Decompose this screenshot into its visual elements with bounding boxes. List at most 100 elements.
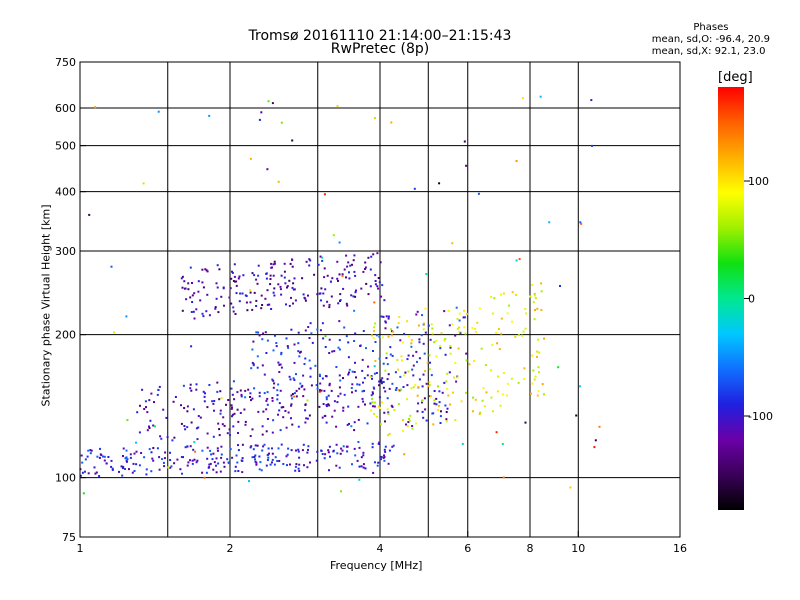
echo-point: [180, 277, 183, 280]
echo-point: [348, 271, 350, 274]
echo-point: [361, 397, 364, 400]
echo-point: [258, 468, 261, 471]
echo-point: [378, 335, 381, 338]
echo-point: [280, 366, 283, 369]
phase-stats: Phases mean, sd,O: -96.4, 20.9 mean, sd,…: [652, 22, 770, 58]
echo-point: [297, 425, 300, 428]
echo-point: [126, 458, 129, 461]
echo-point: [402, 429, 404, 432]
echo-point: [397, 322, 400, 325]
echo-point: [361, 358, 364, 361]
echo-point: [257, 410, 260, 413]
echo-point: [212, 435, 215, 438]
echo-point: [316, 293, 319, 296]
echo-point: [540, 290, 543, 293]
echo-point: [301, 449, 304, 452]
echo-point: [511, 291, 514, 294]
echo-point: [476, 321, 479, 324]
echo-point: [524, 307, 527, 310]
echo-point: [341, 449, 344, 452]
echo-point: [342, 445, 345, 448]
echo-point: [386, 408, 389, 411]
echo-point: [383, 456, 386, 458]
echo-point: [277, 447, 280, 450]
echo-point: [362, 451, 365, 454]
echo-point: [380, 379, 383, 382]
echo-point: [340, 447, 343, 450]
echo-point: [132, 462, 135, 465]
echo-point: [338, 241, 341, 244]
echo-point: [283, 262, 286, 265]
echo-point: [380, 380, 383, 383]
echo-point: [129, 456, 132, 459]
echo-point: [170, 465, 173, 468]
echo-point: [472, 410, 474, 413]
echo-point: [351, 383, 354, 386]
echo-point: [413, 187, 416, 190]
echo-point: [84, 458, 87, 461]
echo-point: [459, 331, 462, 334]
echo-point: [360, 287, 363, 290]
y-tick-label: 750: [55, 56, 76, 69]
echo-point: [269, 274, 272, 277]
echo-point: [397, 403, 400, 406]
echo-point: [534, 309, 537, 311]
echo-point: [182, 384, 185, 387]
echo-point: [499, 293, 502, 296]
echo-point: [284, 282, 287, 285]
echo-point: [449, 403, 452, 406]
echo-point: [279, 285, 282, 288]
echo-point: [502, 476, 505, 479]
echo-point: [364, 467, 367, 470]
echo-point: [230, 302, 233, 305]
echo-point: [424, 331, 427, 334]
echo-point: [277, 361, 280, 364]
echo-point: [291, 265, 294, 268]
echo-point: [346, 304, 349, 307]
echo-point: [320, 287, 323, 290]
echo-point: [380, 455, 383, 458]
echo-point: [317, 263, 320, 266]
echo-point: [408, 419, 411, 422]
echo-point: [307, 448, 309, 451]
echo-point: [347, 356, 350, 359]
echo-point: [230, 277, 233, 280]
echo-point: [437, 409, 440, 412]
echo-point: [339, 452, 342, 455]
echo-point: [533, 378, 536, 381]
echo-point: [254, 458, 256, 461]
echo-point: [105, 462, 108, 465]
echo-point: [347, 261, 350, 264]
echo-point: [374, 283, 377, 286]
echo-point: [593, 446, 596, 449]
echo-point: [456, 317, 459, 320]
phase-stats-x: mean, sd,X: 92.1, 23.0: [651, 46, 766, 57]
echo-point: [194, 450, 197, 453]
echo-point: [406, 425, 409, 428]
echo-point: [321, 322, 324, 325]
echo-point: [338, 273, 341, 276]
echo-point: [219, 390, 222, 393]
echo-point: [449, 352, 452, 355]
echo-point: [401, 341, 404, 344]
y-tick-label: 100: [55, 472, 76, 485]
echo-point: [524, 327, 527, 330]
echo-point: [342, 409, 345, 412]
echo-point: [111, 468, 114, 471]
echo-point: [121, 467, 124, 470]
echo-point: [290, 296, 292, 299]
echo-point: [463, 309, 466, 312]
echo-point: [199, 299, 202, 302]
echo-point: [384, 450, 387, 453]
echo-point: [320, 449, 323, 452]
echo-point: [569, 486, 572, 489]
echo-point: [94, 472, 97, 475]
echo-point: [463, 326, 466, 329]
echo-point: [438, 401, 441, 404]
echo-point: [374, 341, 377, 343]
y-tick-label: 75: [62, 531, 76, 544]
echo-point: [455, 306, 458, 309]
echo-point: [135, 463, 138, 466]
echo-point: [280, 443, 283, 446]
echo-point: [432, 412, 435, 415]
